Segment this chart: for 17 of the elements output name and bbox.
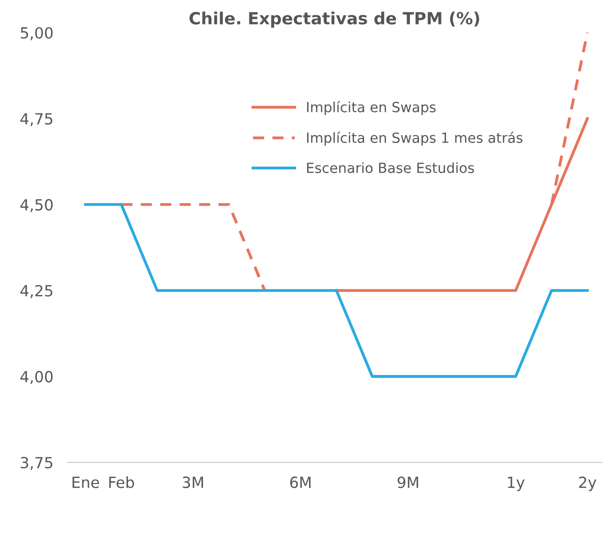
y-tick-label: 4,75 <box>20 113 52 126</box>
y-tick-label: 4,25 <box>20 284 52 298</box>
legend-label: Escenario Base Estudios <box>307 162 474 174</box>
legend-label: Implícita en Swaps 1 mes atrás <box>307 132 522 146</box>
x-tick-label: 9M <box>398 476 418 488</box>
x-tick-label: Feb <box>109 476 134 488</box>
chart-title: Chile. Expectativas de TPM (%) <box>190 12 480 28</box>
y-tick-label: 4,00 <box>20 370 53 384</box>
y-tick-label: 5,00 <box>20 27 53 40</box>
legend-label: Implícita en Swaps <box>307 101 436 116</box>
x-tick-label: 2y <box>579 476 596 492</box>
y-tick-label: 4,50 <box>20 199 53 212</box>
x-tick-label: 3M <box>182 476 203 488</box>
x-tick-label: Ene <box>72 476 100 488</box>
x-tick-label: 6M <box>290 476 311 488</box>
x-tick-label: 1y <box>508 476 525 492</box>
y-tick-label: 3,75 <box>20 456 52 470</box>
